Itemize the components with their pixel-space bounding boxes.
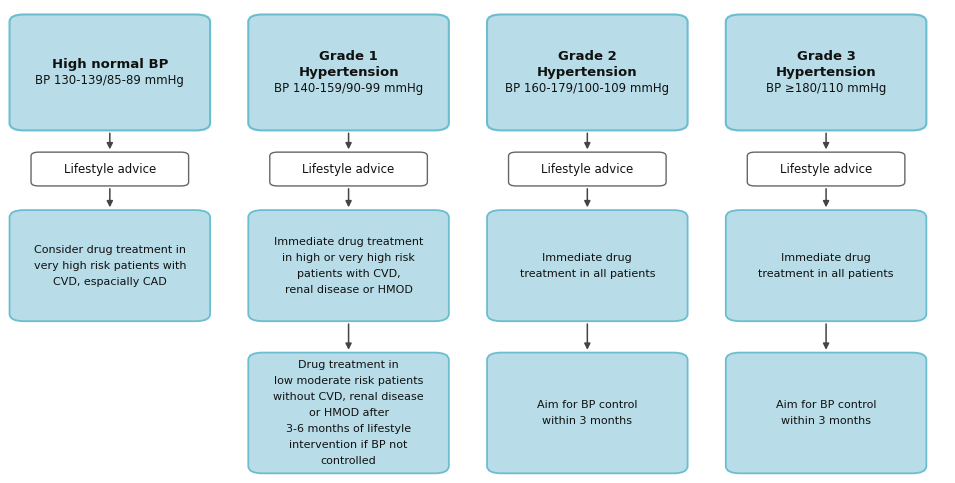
Text: Grade 1: Grade 1	[319, 50, 378, 63]
Text: renal disease or HMOD: renal disease or HMOD	[285, 284, 413, 295]
Text: Aim for BP control: Aim for BP control	[537, 400, 638, 410]
Text: Grade 2: Grade 2	[558, 50, 617, 63]
Text: patients with CVD,: patients with CVD,	[297, 269, 400, 279]
Text: BP 160-179/100-109 mmHg: BP 160-179/100-109 mmHg	[505, 82, 669, 95]
Text: low moderate risk patients: low moderate risk patients	[274, 376, 423, 386]
Text: treatment in all patients: treatment in all patients	[520, 269, 655, 279]
Text: Lifestyle advice: Lifestyle advice	[64, 163, 156, 175]
FancyBboxPatch shape	[487, 353, 688, 473]
FancyBboxPatch shape	[10, 210, 210, 321]
Text: CVD, espacially CAD: CVD, espacially CAD	[53, 277, 167, 286]
FancyBboxPatch shape	[269, 152, 428, 186]
FancyBboxPatch shape	[31, 152, 189, 186]
Text: intervention if BP not: intervention if BP not	[289, 440, 408, 450]
Text: Lifestyle advice: Lifestyle advice	[541, 163, 633, 175]
Text: High normal BP: High normal BP	[52, 58, 168, 71]
Text: Grade 3: Grade 3	[796, 50, 856, 63]
FancyBboxPatch shape	[508, 152, 667, 186]
Text: controlled: controlled	[321, 456, 376, 466]
FancyBboxPatch shape	[248, 353, 449, 473]
FancyBboxPatch shape	[248, 210, 449, 321]
Text: BP 140-159/90-99 mmHg: BP 140-159/90-99 mmHg	[274, 82, 423, 95]
FancyBboxPatch shape	[487, 14, 688, 130]
Text: Hypertension: Hypertension	[298, 66, 399, 79]
Text: BP ≥180/110 mmHg: BP ≥180/110 mmHg	[766, 82, 886, 95]
FancyBboxPatch shape	[487, 210, 688, 321]
Text: Lifestyle advice: Lifestyle advice	[303, 163, 394, 175]
Text: 3-6 months of lifestyle: 3-6 months of lifestyle	[286, 424, 412, 434]
FancyBboxPatch shape	[726, 14, 926, 130]
Text: Immediate drug: Immediate drug	[542, 253, 632, 263]
Text: Hypertension: Hypertension	[775, 66, 877, 79]
FancyBboxPatch shape	[726, 210, 926, 321]
Text: Lifestyle advice: Lifestyle advice	[780, 163, 872, 175]
FancyBboxPatch shape	[726, 353, 926, 473]
Text: Drug treatment in: Drug treatment in	[298, 360, 399, 370]
FancyBboxPatch shape	[747, 152, 905, 186]
Text: Hypertension: Hypertension	[537, 66, 638, 79]
Text: Aim for BP control: Aim for BP control	[775, 400, 877, 410]
Text: Immediate drug treatment: Immediate drug treatment	[274, 237, 423, 247]
FancyBboxPatch shape	[10, 14, 210, 130]
Text: very high risk patients with: very high risk patients with	[33, 261, 186, 270]
Text: without CVD, renal disease: without CVD, renal disease	[273, 392, 424, 402]
Text: BP 130-139/85-89 mmHg: BP 130-139/85-89 mmHg	[35, 74, 184, 87]
Text: treatment in all patients: treatment in all patients	[758, 269, 894, 279]
Text: Consider drug treatment in: Consider drug treatment in	[33, 245, 186, 255]
Text: Immediate drug: Immediate drug	[781, 253, 871, 263]
Text: or HMOD after: or HMOD after	[308, 408, 389, 418]
Text: within 3 months: within 3 months	[781, 416, 871, 426]
Text: in high or very high risk: in high or very high risk	[282, 253, 415, 263]
FancyBboxPatch shape	[248, 14, 449, 130]
Text: within 3 months: within 3 months	[542, 416, 632, 426]
